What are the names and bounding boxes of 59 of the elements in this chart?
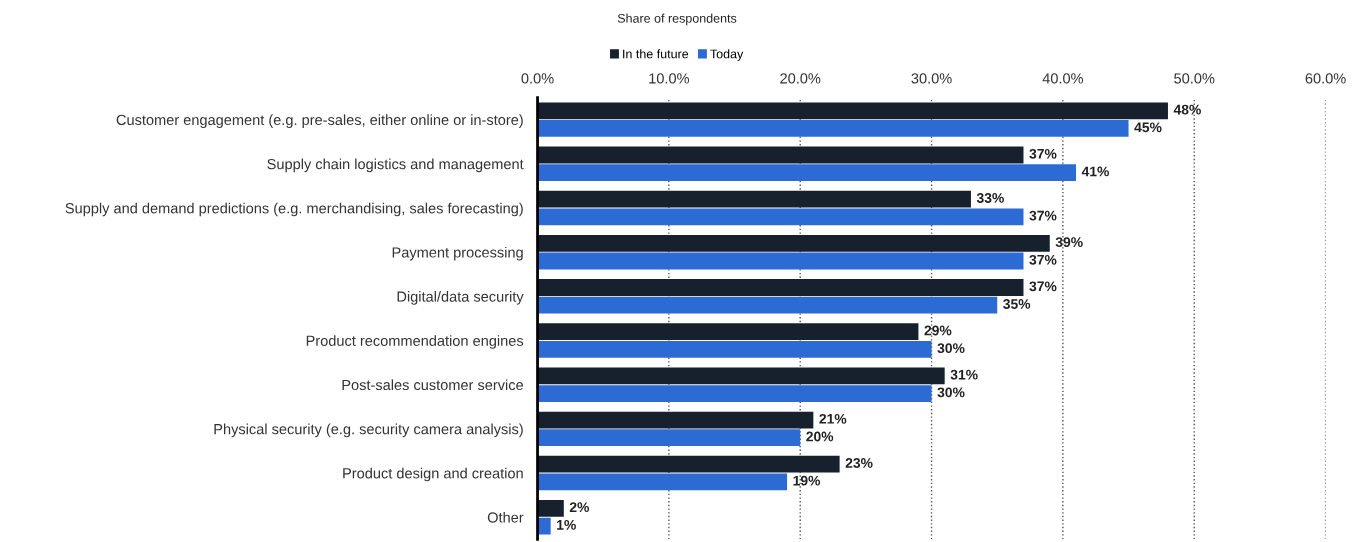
y-tick-label: Digital/data security [397, 291, 524, 305]
data-label: 37% [1029, 281, 1057, 292]
y-tick-label: Customer engagement (e.g. pre-sales, either online or in-store) [116, 114, 523, 128]
data-label: 41% [1081, 166, 1110, 177]
x-axis-title: Share of respondents [617, 13, 737, 26]
legend-label: Today [710, 49, 744, 61]
y-tick-label: Product design and creation [343, 467, 523, 482]
y-tick-label: Other [487, 511, 524, 523]
bar [537, 323, 919, 341]
x-tick-label: 10.0% [649, 73, 690, 84]
y-tick-label: Payment processing [392, 246, 523, 261]
bar [537, 455, 840, 473]
bar [537, 499, 564, 517]
x-tick-label: 40.0% [1042, 73, 1084, 84]
data-label: 45% [1134, 122, 1162, 133]
data-label: 30% [937, 343, 965, 354]
y-tick-label: Product recommendation engines [306, 335, 524, 349]
bar [537, 164, 1077, 182]
data-label: 20% [806, 431, 834, 442]
bar [537, 411, 814, 429]
y-tick-label: Supply chain logistics and management [267, 158, 524, 173]
bar [537, 367, 945, 385]
bar [537, 385, 932, 402]
data-label: 29% [924, 325, 952, 336]
data-label: 21% [819, 413, 847, 424]
data-label: 1% [557, 519, 576, 530]
bar [537, 252, 1024, 270]
bar [537, 190, 971, 208]
data-label: 19% [793, 475, 821, 486]
data-label: 30% [937, 387, 965, 398]
data-label: 39% [1055, 237, 1083, 248]
data-label: 23% [845, 458, 873, 468]
data-label: 35% [1003, 299, 1031, 309]
data-label: 37% [1029, 148, 1057, 159]
y-tick-label: Post-sales customer service [342, 379, 524, 391]
x-tick-label: 30.0% [911, 73, 952, 84]
x-tick-label: 50.0% [1174, 73, 1215, 84]
data-label: 48% [1173, 104, 1201, 115]
data-label: 2% [569, 502, 590, 513]
data-label: 37% [1029, 210, 1057, 221]
bar [537, 340, 932, 358]
y-tick-label: Physical security (e.g. security camera analysis) [214, 423, 523, 438]
y-tick-label: Supply and demand predictions (e.g. merchandising, sales forecasting) [65, 202, 523, 217]
bar [537, 146, 1024, 164]
bar [537, 429, 801, 447]
x-tick-label: 60.0% [1305, 73, 1346, 84]
x-tick-label: 20.0% [780, 73, 821, 84]
data-label: 37% [1029, 254, 1057, 265]
legend-label: In the future [623, 49, 689, 59]
bar [537, 473, 788, 491]
bar [537, 120, 1129, 137]
data-label: 33% [976, 193, 1004, 203]
x-tick-label: 0.0% [521, 73, 554, 84]
bar [537, 208, 1024, 226]
data-label: 31% [950, 369, 978, 380]
bar [537, 102, 1168, 120]
bar [537, 234, 1050, 252]
bar [537, 279, 1024, 296]
bar [537, 296, 998, 314]
